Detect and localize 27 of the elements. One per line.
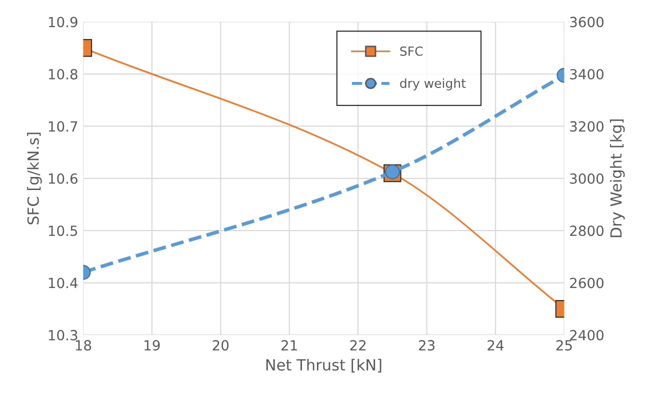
x-axis-title: Net Thrust [kN] <box>266 358 382 372</box>
y2-tick-label: 2800 <box>570 226 604 236</box>
y-tick-label: 10.6 <box>48 173 78 184</box>
y-tick-label: 10.5 <box>48 226 78 236</box>
y2-tick-label: 3200 <box>570 121 604 132</box>
y2-tick-label: 2600 <box>570 278 604 288</box>
y-tick-label: 10.9 <box>48 16 78 28</box>
x-tick-label: 20 <box>212 340 229 351</box>
y-tick-label: 10.7 <box>48 121 78 132</box>
x-tick-label: 18 <box>76 340 92 351</box>
legend-label: SFC <box>400 46 423 56</box>
y2-axis-title: Dry Weight [kg] <box>610 119 625 238</box>
y-axis-title: SFC [g/kN.s] <box>27 132 42 224</box>
y-tick-label: 10.8 <box>48 68 78 80</box>
x-tick-label: 21 <box>282 340 297 350</box>
y-tick-label: 10.4 <box>48 278 78 288</box>
legend-label: dry weight <box>400 78 466 90</box>
x-tick-label: 19 <box>144 340 160 351</box>
y2-tick-label: 3400 <box>570 68 604 80</box>
y-tick-label: 10.3 <box>48 330 78 340</box>
y2-tick-label: 3600 <box>570 16 604 28</box>
x-tick-label: 22 <box>350 340 366 350</box>
y2-tick-label: 3000 <box>570 173 604 184</box>
x-tick-label: 24 <box>488 340 504 350</box>
x-tick-label: 25 <box>556 340 572 351</box>
y2-tick-label: 2400 <box>570 330 604 340</box>
x-tick-label: 23 <box>418 340 434 351</box>
